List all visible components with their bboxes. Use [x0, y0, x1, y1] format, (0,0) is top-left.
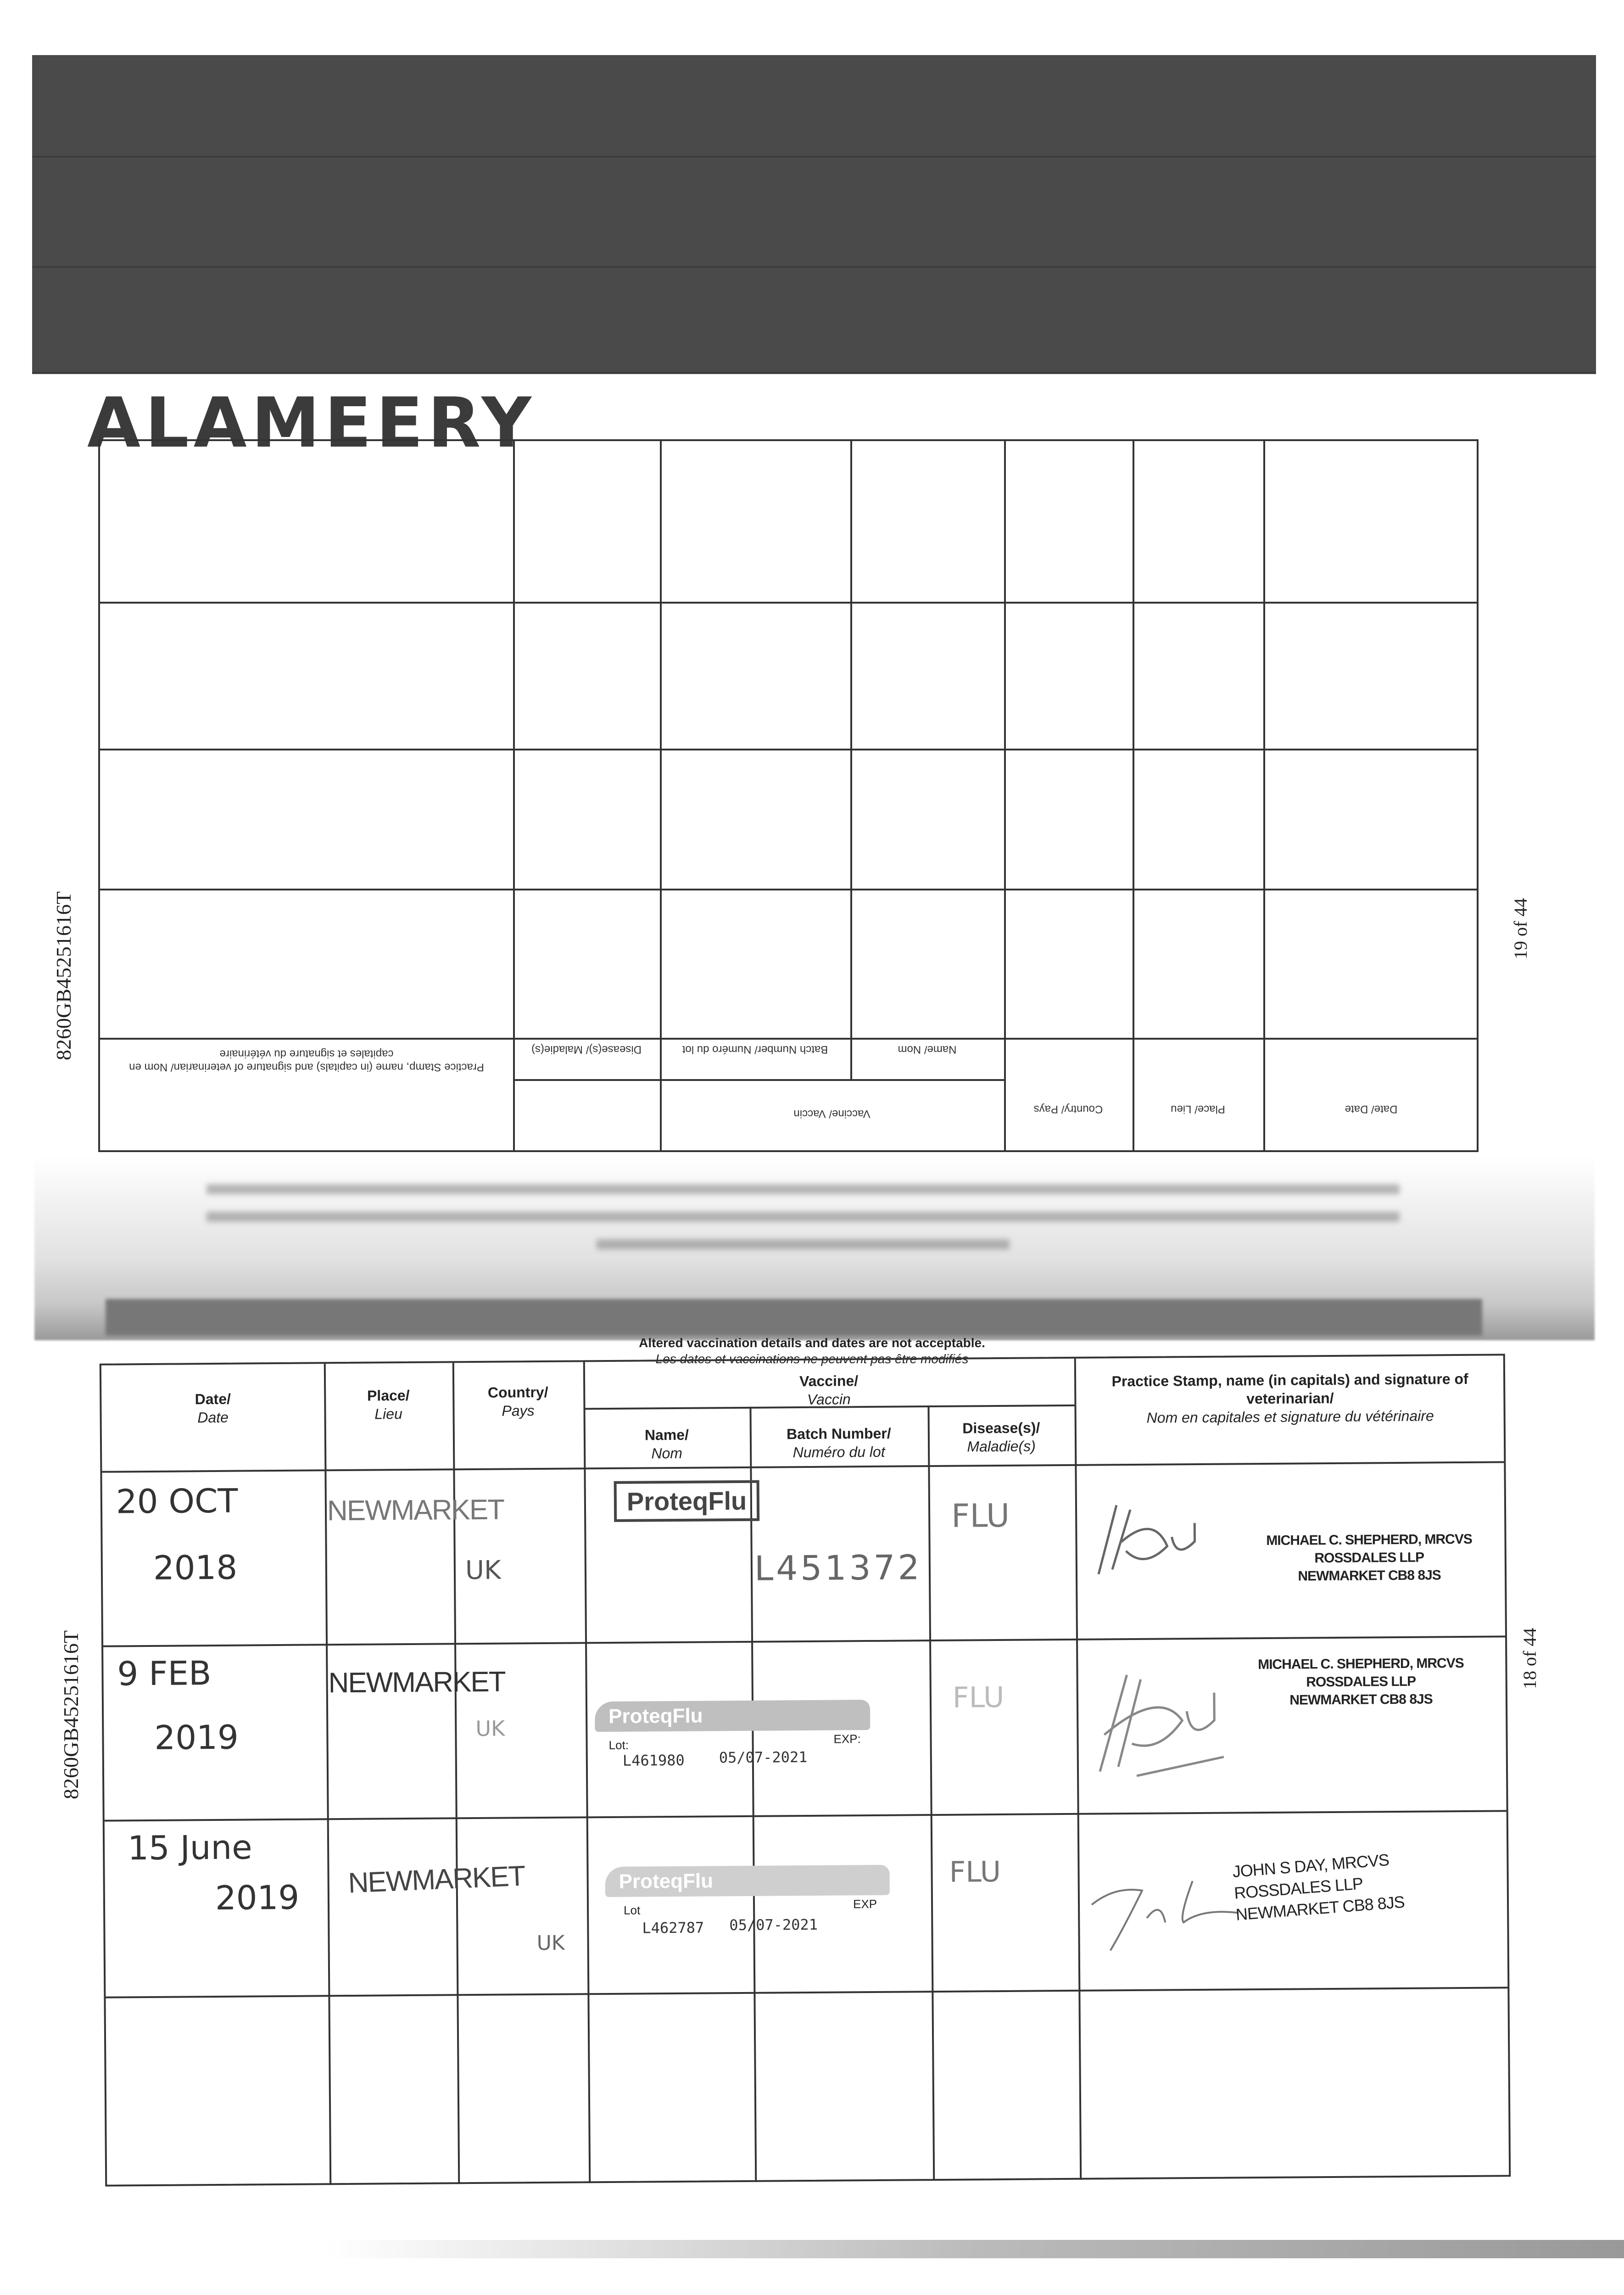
- vet-signature-2: [1090, 1661, 1228, 1781]
- row2-lot-label: Lot:: [608, 1738, 629, 1752]
- scanner-shadow-band: [32, 55, 1596, 374]
- header-batch: Batch Number/Numéro du lot: [786, 1425, 891, 1461]
- top-header-disease: Disease(s)/ Maladie(s): [531, 1043, 642, 1056]
- row3-date-line1: 15 June: [127, 1828, 252, 1868]
- row2-exp-label: EXP:: [833, 1732, 861, 1746]
- vaccination-table: Date/Date Place/Lieu Country/Pays Vaccin…: [99, 1354, 1511, 2187]
- header-disease: Disease(s)/Maladie(s): [962, 1419, 1040, 1455]
- top-header-date: Date/ Date: [1345, 1103, 1398, 1115]
- row3-country: UK: [536, 1931, 565, 1955]
- row2-vaccine-name: ProteqFlu: [594, 1700, 871, 1732]
- vet-signature-1: [1089, 1495, 1204, 1579]
- row3-place-stamp: NEWMARKET: [347, 1860, 525, 1899]
- row3-expiry: 05/07-2021: [729, 1915, 818, 1934]
- row2-date-line1: 9 FEB: [117, 1654, 212, 1693]
- row2-country: UK: [475, 1716, 505, 1741]
- blurred-text: [206, 1184, 1400, 1194]
- row1-place-stamp: NEWMARKET: [327, 1494, 504, 1527]
- header-country: Country/Pays: [487, 1383, 548, 1419]
- row1-date-line2: 2018: [153, 1548, 238, 1587]
- top-header-country: Country/ Pays: [1033, 1103, 1103, 1115]
- passport-number-bottom: 8260GB45251616T: [59, 1630, 83, 1799]
- blurred-bar: [106, 1299, 1482, 1336]
- top-header-place: Place/ Lieu: [1171, 1103, 1225, 1115]
- row3-vaccine-label: ProteqFlu Lot EXP L462787 05/07-2021: [605, 1864, 890, 1937]
- row1-vet-stamp: MICHAEL C. SHEPHERD, MRCVS ROSSDALES LLP N…: [1266, 1531, 1472, 1584]
- row2-vet-stamp: MICHAEL C. SHEPHERD, MRCVS ROSSDALES LLP N…: [1258, 1655, 1464, 1708]
- row3-exp-label: EXP: [853, 1897, 877, 1911]
- header-place: Place/Lieu: [367, 1387, 410, 1422]
- page-label-top: 19 of 44: [1510, 898, 1531, 959]
- row3-lot-label: Lot: [624, 1903, 641, 1917]
- header-practice-stamp: Practice Stamp, name (in capitals) and s…: [1111, 1370, 1468, 1426]
- header-vaccine: Vaccine/Vaccin: [799, 1372, 859, 1408]
- blurred-text: [597, 1239, 1010, 1249]
- row2-place-stamp: NEWMARKET: [328, 1666, 505, 1699]
- row1-batch: L451372: [754, 1548, 922, 1589]
- header-date: Date/Date: [195, 1390, 231, 1426]
- row1-country: UK: [465, 1555, 501, 1586]
- blurred-text: [206, 1212, 1400, 1222]
- passport-number-top: 8260GB45251616T: [52, 891, 75, 1060]
- vet-signature-3: [1087, 1862, 1271, 1955]
- row1-date-line1: 20 OCT: [116, 1481, 238, 1521]
- row3-vaccine-name: ProteqFlu: [605, 1864, 890, 1898]
- top-header-vaccine: Vaccine/ Vaccin: [793, 1107, 871, 1120]
- row3-batch: L462787: [642, 1919, 704, 1937]
- row2-batch: L461980: [622, 1751, 685, 1769]
- row3-disease: FLU: [949, 1855, 1001, 1889]
- top-header-name: Name/ Nom: [898, 1043, 957, 1056]
- scanner-edge-strip: [0, 2240, 1624, 2258]
- top-header-stamp: Practice Stamp, name (in capitals) and s…: [129, 1047, 484, 1074]
- notice-french: Les dates et vaccinations ne peuvent pas…: [655, 1352, 969, 1366]
- page-label-bottom: 18 of 44: [1519, 1628, 1540, 1689]
- top-header-batch: Batch Number/ Numéro du lot: [682, 1043, 828, 1056]
- row3-date-line2: 2019: [215, 1878, 300, 1917]
- notice-english: Altered vaccination details and dates ar…: [639, 1336, 985, 1350]
- row1-vaccine-name-stamp: ProteqFlu: [614, 1480, 760, 1522]
- owner-name-handwritten: ALAMEERY: [87, 383, 536, 463]
- row2-disease: FLU: [952, 1680, 1005, 1714]
- header-name: Name/Nom: [644, 1426, 689, 1462]
- row1-disease: FLU: [951, 1496, 1010, 1535]
- row2-expiry: 05/07-2021: [719, 1748, 808, 1767]
- row3-vet-stamp: JOHN S DAY, MRCVS ROSSDALES LLP NEWMARKET …: [1232, 1850, 1405, 1924]
- top-vaccination-table: Practice Stamp, name (in capitals) and s…: [98, 439, 1479, 1152]
- row2-vaccine-label: ProteqFlu Lot: EXP: L461980 05/07-2021: [594, 1700, 871, 1769]
- row2-date-line2: 2019: [154, 1718, 239, 1757]
